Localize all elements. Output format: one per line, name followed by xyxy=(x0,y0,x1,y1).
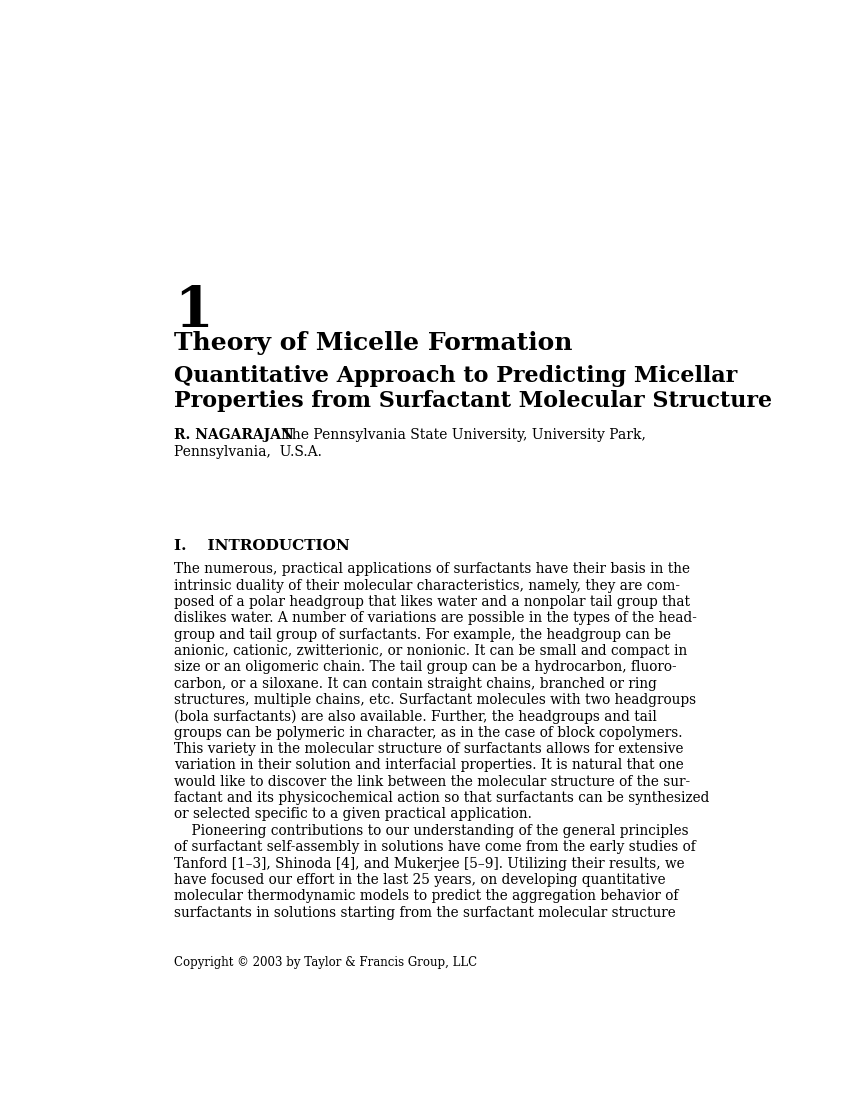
Text: carbon, or a siloxane. It can contain straight chains, branched or ring: carbon, or a siloxane. It can contain st… xyxy=(174,676,657,691)
Text: This variety in the molecular structure of surfactants allows for extensive: This variety in the molecular structure … xyxy=(174,742,683,756)
Text: posed of a polar headgroup that likes water and a nonpolar tail group that: posed of a polar headgroup that likes wa… xyxy=(174,595,690,609)
Text: 1: 1 xyxy=(174,285,212,340)
Text: would like to discover the link between the molecular structure of the sur-: would like to discover the link between … xyxy=(174,774,690,789)
Text: dislikes water. A number of variations are possible in the types of the head-: dislikes water. A number of variations a… xyxy=(174,612,697,625)
Text: Tanford [1–3], Shinoda [4], and Mukerjee [5–9]. Utilizing their results, we: Tanford [1–3], Shinoda [4], and Mukerjee… xyxy=(174,857,685,870)
Text: (bola surfactants) are also available. Further, the headgroups and tail: (bola surfactants) are also available. F… xyxy=(174,710,657,724)
Text: of surfactant self-assembly in solutions have come from the early studies of: of surfactant self-assembly in solutions… xyxy=(174,840,696,855)
Text: have focused our effort in the last 25 years, on developing quantitative: have focused our effort in the last 25 y… xyxy=(174,873,666,887)
Text: group and tail group of surfactants. For example, the headgroup can be: group and tail group of surfactants. For… xyxy=(174,628,672,641)
Text: Pennsylvania,  U.S.A.: Pennsylvania, U.S.A. xyxy=(174,446,322,460)
Text: variation in their solution and interfacial properties. It is natural that one: variation in their solution and interfac… xyxy=(174,758,684,772)
Text: structures, multiple chains, etc. Surfactant molecules with two headgroups: structures, multiple chains, etc. Surfac… xyxy=(174,693,696,707)
Text: Properties from Surfactant Molecular Structure: Properties from Surfactant Molecular Str… xyxy=(174,390,773,412)
Text: Quantitative Approach to Predicting Micellar: Quantitative Approach to Predicting Mice… xyxy=(174,365,737,387)
Text: groups can be polymeric in character, as in the case of block copolymers.: groups can be polymeric in character, as… xyxy=(174,726,683,739)
Text: factant and its physicochemical action so that surfactants can be synthesized: factant and its physicochemical action s… xyxy=(174,791,710,805)
Text: surfactants in solutions starting from the surfactant molecular structure: surfactants in solutions starting from t… xyxy=(174,905,676,920)
Text: R. NAGARAJAN: R. NAGARAJAN xyxy=(174,429,294,442)
Text: I.    INTRODUCTION: I. INTRODUCTION xyxy=(174,539,350,552)
Text: molecular thermodynamic models to predict the aggregation behavior of: molecular thermodynamic models to predic… xyxy=(174,889,678,903)
Text: Theory of Micelle Formation: Theory of Micelle Formation xyxy=(174,331,573,355)
Text: The numerous, practical applications of surfactants have their basis in the: The numerous, practical applications of … xyxy=(174,562,690,576)
Text: anionic, cationic, zwitterionic, or nonionic. It can be small and compact in: anionic, cationic, zwitterionic, or noni… xyxy=(174,644,688,658)
Text: size or an oligomeric chain. The tail group can be a hydrocarbon, fluoro-: size or an oligomeric chain. The tail gr… xyxy=(174,660,677,674)
Text: Copyright © 2003 by Taylor & Francis Group, LLC: Copyright © 2003 by Taylor & Francis Gro… xyxy=(174,956,477,969)
Text: intrinsic duality of their molecular characteristics, namely, they are com-: intrinsic duality of their molecular cha… xyxy=(174,579,680,593)
Text: or selected specific to a given practical application.: or selected specific to a given practica… xyxy=(174,807,532,822)
Text: The Pennsylvania State University, University Park,: The Pennsylvania State University, Unive… xyxy=(265,429,646,442)
Text: Pioneering contributions to our understanding of the general principles: Pioneering contributions to our understa… xyxy=(174,824,689,838)
